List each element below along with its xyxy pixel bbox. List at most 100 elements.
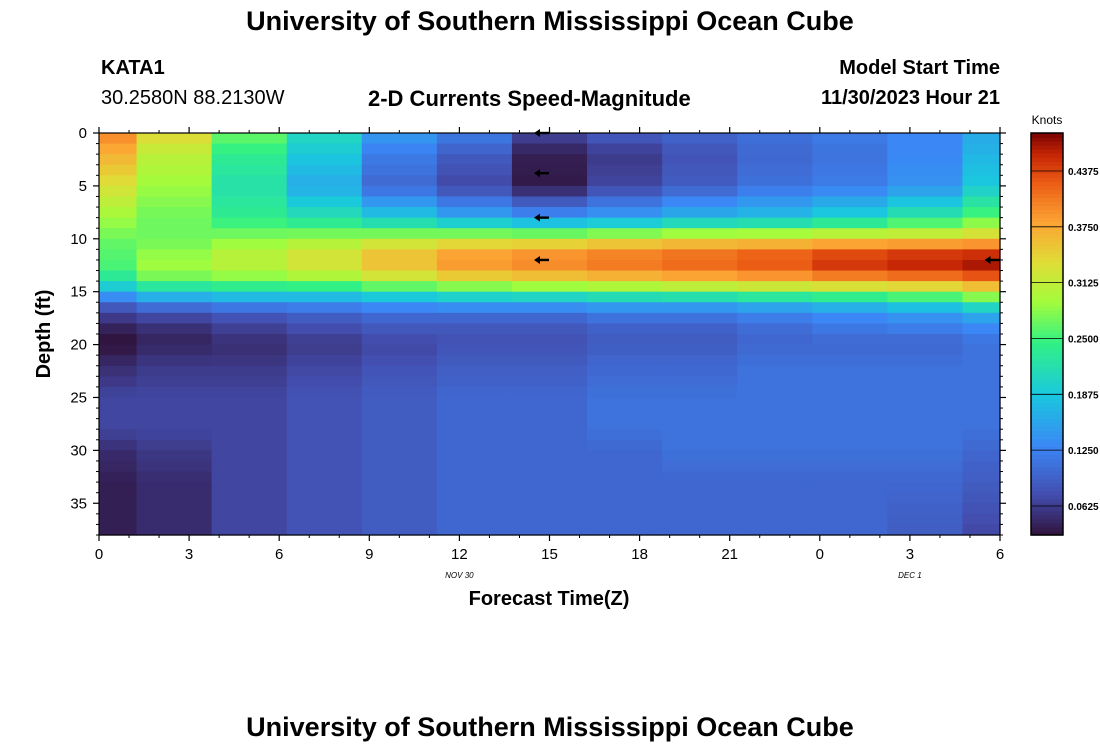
x-tick-label: 21 [721, 546, 738, 563]
colorbar-segment [1031, 510, 1063, 516]
heatmap-cell [136, 281, 213, 293]
heatmap-cell [511, 312, 588, 325]
model-start-value: 11/30/2023 Hour 21 [820, 87, 1000, 109]
heatmap-cell [436, 355, 513, 367]
heatmap-cell [812, 154, 888, 166]
heatmap-cell [662, 196, 738, 208]
colorbar-segment [1031, 410, 1063, 415]
heatmap-cell [361, 429, 438, 441]
heatmap-cell [587, 270, 663, 282]
heatmap-cell [737, 450, 813, 462]
heatmap-cell [962, 249, 1001, 261]
heatmap-cell [361, 365, 438, 377]
heatmap-cell [662, 355, 738, 367]
heatmap-cell [361, 471, 438, 483]
heatmap-cell [361, 524, 438, 536]
page-title: University of Southern Mississippi Ocean… [246, 6, 854, 36]
heatmap-cell [962, 196, 1001, 208]
heatmap-cell [737, 503, 813, 515]
heatmap-cell [136, 376, 213, 388]
colorbar-segment [1031, 426, 1063, 432]
heatmap-cell [286, 439, 363, 451]
heatmap-cell [511, 429, 588, 441]
colorbar-segment [1031, 293, 1063, 299]
heatmap-cell [737, 270, 813, 282]
heatmap-cell [587, 217, 663, 229]
heatmap-cell [587, 397, 663, 409]
heatmap-cell [511, 471, 588, 483]
heatmap-cell [511, 249, 588, 261]
heatmap-cell [737, 439, 813, 451]
heatmap-cell [99, 133, 138, 145]
heatmap-cell [511, 365, 588, 377]
heatmap-cell [812, 207, 888, 219]
heatmap-cell [737, 143, 813, 155]
heatmap-cell [286, 281, 363, 293]
colorbar-segment [1031, 137, 1063, 142]
heatmap-cell [662, 334, 738, 346]
heatmap-cell [286, 238, 363, 250]
heatmap-cell [962, 143, 1001, 155]
colorbar-segment [1031, 201, 1063, 206]
colorbar-segment [1031, 526, 1063, 532]
heatmap-cell [211, 302, 288, 314]
heatmap-cell [737, 259, 813, 272]
heatmap-cell [737, 344, 813, 356]
heatmap-cell [361, 513, 438, 526]
heatmap-cell [286, 291, 363, 303]
heatmap-cell [662, 238, 738, 250]
heatmap-cell [136, 513, 213, 526]
heatmap-cell [286, 524, 363, 536]
x-tick-label: 6 [275, 546, 283, 563]
heatmap-cell [887, 408, 964, 420]
heatmap-cell [99, 334, 138, 346]
heatmap-cell [99, 429, 138, 441]
heatmap-cell [99, 344, 138, 356]
heatmap-cell [286, 270, 363, 282]
heatmap-cell [99, 196, 138, 208]
heatmap-cell [812, 492, 888, 504]
heatmap-cell [511, 492, 588, 504]
heatmap-cell [662, 418, 738, 430]
heatmap-cell [211, 397, 288, 409]
heatmap-cell [136, 196, 213, 208]
heatmap-cell [662, 207, 738, 219]
station-coordinates: 30.2580N 88.2130W [101, 87, 285, 109]
colorbar-segment [1031, 386, 1063, 391]
heatmap-cell [887, 503, 964, 515]
heatmap-cell [211, 460, 288, 473]
y-tick-label: 10 [70, 231, 87, 248]
heatmap-cell [436, 281, 513, 293]
heatmap-cell [662, 164, 738, 176]
heatmap-cell [99, 238, 138, 250]
heatmap-cell [436, 196, 513, 208]
colorbar-segment [1031, 245, 1063, 251]
heatmap-cell [211, 492, 288, 504]
heatmap-cell [662, 439, 738, 451]
colorbar-segment [1031, 325, 1063, 331]
heatmap-cell [511, 281, 588, 293]
heatmap-cell [286, 312, 363, 325]
heatmap-cell [962, 302, 1001, 314]
heatmap-cell [887, 143, 964, 155]
heatmap-cell [99, 249, 138, 261]
colorbar-tick-label: 0.4375 [1068, 167, 1099, 178]
x-tick-label: 3 [906, 546, 914, 563]
heatmap-cell [662, 175, 738, 187]
heatmap-cell [662, 281, 738, 293]
heatmap-cell [286, 217, 363, 229]
heatmap-cell [962, 471, 1001, 483]
heatmap-cell [436, 207, 513, 219]
heatmap-cell [99, 164, 138, 176]
heatmap-cell [436, 323, 513, 335]
heatmap-cell [887, 323, 964, 335]
heatmap-cell [361, 439, 438, 451]
colorbar-tick-label: 0.2500 [1068, 334, 1099, 345]
heatmap-cell [211, 513, 288, 526]
colorbar-segment [1031, 490, 1063, 496]
heatmap-cell [211, 164, 288, 176]
heatmap-cell [511, 397, 588, 409]
y-tick-label: 25 [70, 389, 87, 406]
heatmap-cell [286, 228, 363, 240]
heatmap-cell [887, 344, 964, 356]
